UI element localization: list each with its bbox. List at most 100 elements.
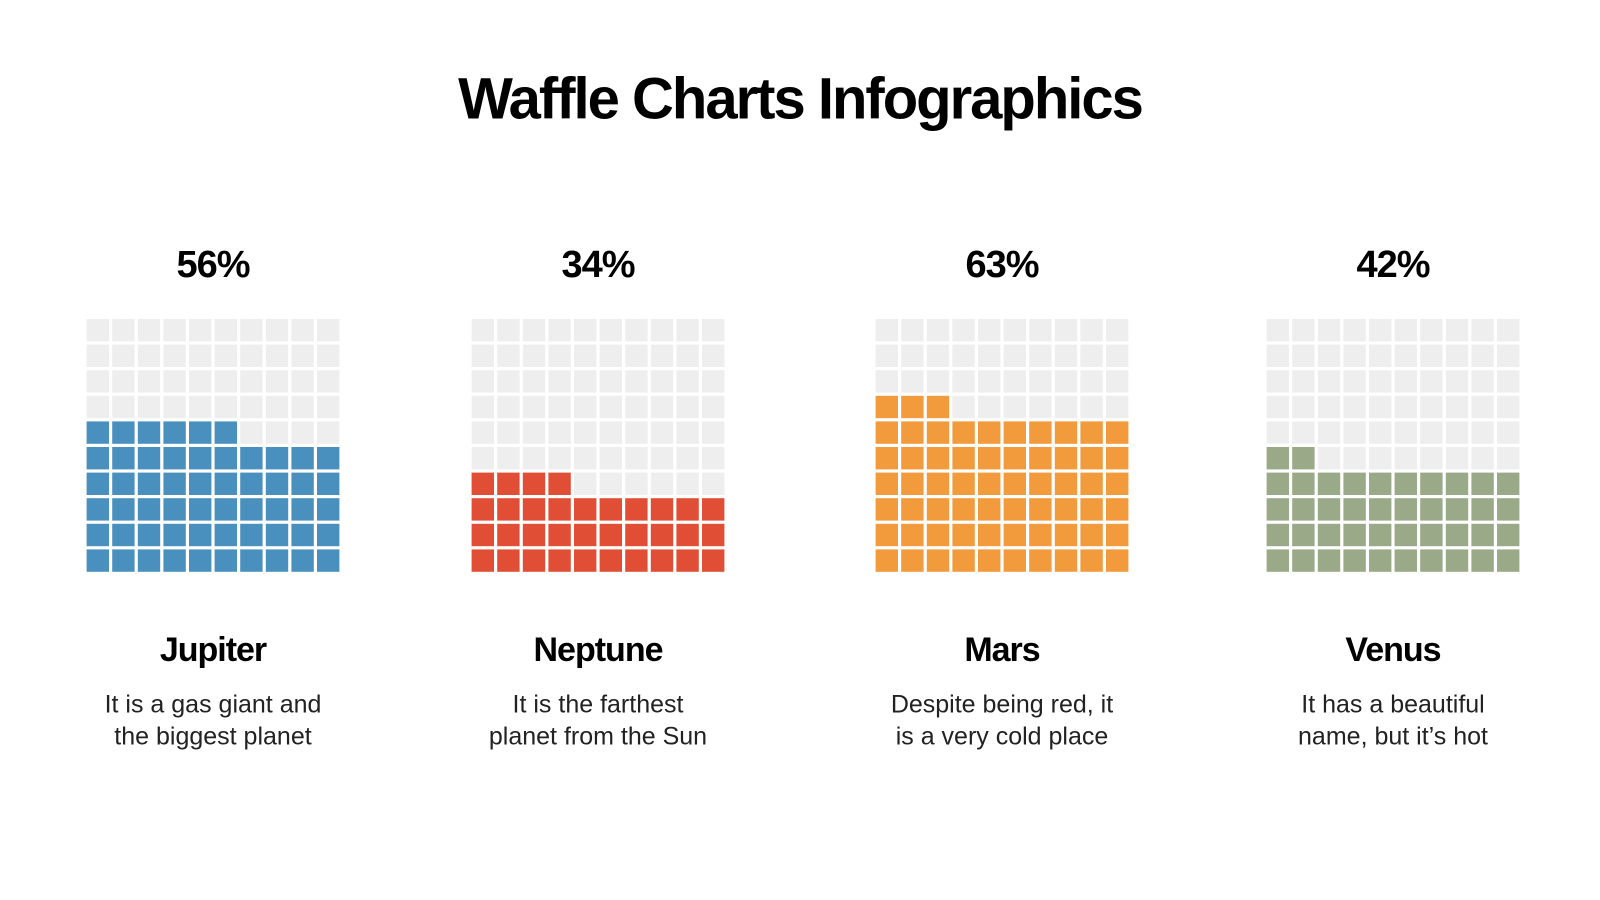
waffle-empty-cell: [1343, 447, 1366, 470]
waffle-empty-cell: [702, 421, 725, 444]
waffle-empty-cell: [240, 395, 263, 419]
waffle-empty-cell: [291, 344, 314, 367]
waffle-empty-cell: [574, 344, 597, 367]
waffle-filled-cell: [137, 421, 161, 444]
waffle-filled-cell: [522, 549, 546, 572]
waffle-filled-cell: [112, 421, 135, 444]
waffle-filled-cell: [240, 472, 263, 495]
waffle-filled-cell: [1394, 472, 1417, 495]
waffle-empty-cell: [522, 344, 546, 367]
waffle-empty-cell: [978, 319, 1001, 342]
waffle-empty-cell: [599, 319, 622, 342]
waffle-empty-cell: [1343, 344, 1366, 367]
waffle-empty-cell: [497, 319, 520, 342]
waffle-empty-cell: [625, 447, 648, 470]
waffle-filled-cell: [1080, 447, 1103, 470]
planet-description: name, but it’s hot: [1298, 723, 1488, 751]
waffle-filled-cell: [625, 523, 648, 547]
waffle-empty-cell: [317, 421, 340, 444]
waffle-empty-cell: [901, 370, 924, 393]
waffle-filled-cell: [1003, 549, 1026, 572]
waffle-empty-cell: [471, 421, 494, 444]
waffle-filled-cell: [1292, 472, 1315, 495]
waffle-filled-cell: [875, 421, 898, 444]
waffle-empty-cell: [1471, 370, 1494, 393]
waffle-empty-cell: [214, 319, 237, 342]
waffle-empty-cell: [291, 395, 314, 419]
waffle-empty-cell: [265, 395, 289, 419]
waffle-empty-cell: [1317, 447, 1341, 470]
waffle-filled-cell: [1106, 523, 1129, 547]
waffle-filled-cell: [1080, 549, 1103, 572]
waffle-filled-cell: [901, 472, 924, 495]
waffle-filled-cell: [291, 472, 314, 495]
waffle-empty-cell: [189, 370, 212, 393]
waffle-empty-cell: [1471, 421, 1494, 444]
waffle-empty-cell: [625, 472, 648, 495]
waffle-filled-cell: [702, 549, 725, 572]
waffle-empty-cell: [625, 395, 648, 419]
waffle-empty-cell: [650, 370, 674, 393]
waffle-filled-cell: [1003, 472, 1026, 495]
waffle-empty-cell: [1497, 344, 1520, 367]
waffle-filled-cell: [952, 498, 975, 521]
waffle-filled-cell: [574, 523, 597, 547]
waffle-empty-cell: [1003, 370, 1026, 393]
waffle-empty-cell: [1343, 395, 1366, 419]
waffle-filled-cell: [952, 523, 975, 547]
waffle-filled-cell: [1471, 498, 1494, 521]
waffle-filled-cell: [875, 549, 898, 572]
waffle-filled-cell: [875, 523, 898, 547]
waffle-filled-cell: [163, 447, 186, 470]
waffle-empty-cell: [1317, 319, 1341, 342]
waffle-filled-cell: [1317, 549, 1341, 572]
waffle-empty-cell: [240, 344, 263, 367]
waffle-empty-cell: [1445, 395, 1469, 419]
waffle-filled-cell: [1106, 421, 1129, 444]
waffle-filled-cell: [548, 549, 571, 572]
waffle-empty-cell: [1394, 344, 1417, 367]
waffle-filled-cell: [1054, 421, 1078, 444]
waffle-filled-cell: [163, 549, 186, 572]
waffle-filled-cell: [497, 472, 520, 495]
waffle-filled-cell: [1029, 472, 1052, 495]
waffle-filled-cell: [1497, 498, 1520, 521]
waffle-empty-cell: [1266, 370, 1289, 393]
waffle-empty-cell: [1497, 447, 1520, 470]
waffle-empty-cell: [1445, 344, 1469, 367]
waffle-empty-cell: [1445, 370, 1469, 393]
waffle-filled-cell: [1369, 549, 1392, 572]
waffle-filled-cell: [1003, 523, 1026, 547]
waffle-empty-cell: [497, 344, 520, 367]
waffle-filled-cell: [265, 447, 289, 470]
waffle-empty-cell: [875, 319, 898, 342]
waffle-filled-cell: [978, 421, 1001, 444]
waffle-empty-cell: [650, 421, 674, 444]
waffle-empty-cell: [926, 344, 950, 367]
planet-description: It is the farthest: [513, 691, 684, 719]
waffle-empty-cell: [1369, 370, 1392, 393]
waffle-filled-cell: [1343, 523, 1366, 547]
waffle-filled-cell: [1394, 498, 1417, 521]
waffle-empty-cell: [676, 421, 699, 444]
waffle-filled-cell: [1029, 523, 1052, 547]
waffle-empty-cell: [163, 370, 186, 393]
waffle-filled-cell: [1317, 498, 1341, 521]
waffle-filled-cell: [317, 447, 340, 470]
waffle-empty-cell: [137, 370, 161, 393]
waffle-empty-cell: [676, 395, 699, 419]
waffle-filled-cell: [1266, 523, 1289, 547]
waffle-empty-cell: [214, 344, 237, 367]
waffle-empty-cell: [1292, 370, 1315, 393]
waffle-filled-cell: [189, 472, 212, 495]
waffle-empty-cell: [1266, 319, 1289, 342]
waffle-empty-cell: [1369, 447, 1392, 470]
waffle-empty-cell: [1471, 344, 1494, 367]
waffle-filled-cell: [1445, 498, 1469, 521]
waffle-empty-cell: [1394, 319, 1417, 342]
waffle-filled-cell: [676, 549, 699, 572]
waffle-filled-cell: [86, 472, 109, 495]
planet-name: Neptune: [534, 631, 663, 669]
waffle-empty-cell: [1420, 344, 1443, 367]
waffle-empty-cell: [291, 370, 314, 393]
